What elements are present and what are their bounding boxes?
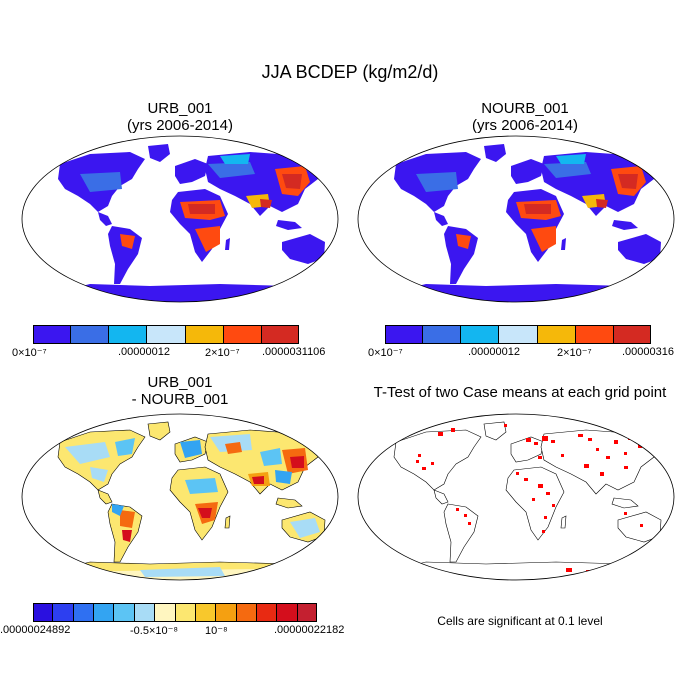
urb-cbar-swatch-3 [147,325,186,344]
diff-cbar-swatch-9 [216,603,237,622]
diff-cbar-swatch-3 [94,603,115,622]
urb-cbar-label-1: .00000012 [118,346,170,358]
diff-cbar-swatch-12 [277,603,298,622]
nourb-cbar-label-3: .00000316 [622,346,674,358]
nourb-map [357,135,675,303]
urb-cbar-label-3: .0000031106 [262,346,326,358]
diff-cbar-swatch-6 [155,603,176,622]
nourb-cbar-label-0: 0×10⁻⁷ [368,347,403,359]
diff-title-line2: - NOURB_001 [131,391,229,408]
nourb-panel-title: NOURB_001 (yrs 2006-2014) [395,100,655,134]
urb-title-line1: URB_001 [147,100,213,117]
urb-cbar-swatch-4 [185,325,224,344]
diff-cbar-swatch-1 [53,603,74,622]
nourb-cbar-swatch-5 [575,325,614,344]
nourb-hotspots [416,154,646,252]
diff-cbar-label-1: -0.5×10⁻⁸ [130,625,179,637]
diff-cbar-swatch-11 [256,603,278,622]
nourb-colorbar [385,325,651,344]
urb-cbar-swatch-0 [33,325,72,344]
nourb-cbar-swatch-3 [499,325,538,344]
ttest-panel-title: T-Test of two Case means at each grid po… [373,384,667,401]
diff-cbar-label-2: 10⁻⁸ [205,625,228,637]
nourb-cbar-swatch-2 [461,325,500,344]
diff-map [21,413,339,581]
urb-cbar-swatch-5 [223,325,262,344]
nourb-cbar-swatch-1 [423,325,462,344]
ttest-note: Cells are significant at 0.1 level [437,614,603,628]
main-title: JJA BCDEP (kg/m2/d) [261,62,439,82]
diff-cbar-swatch-0 [33,603,54,622]
diff-cbar-label-0: .00000024892 [0,624,71,636]
diff-colorbar-frame [33,603,317,622]
diff-title-line1: URB_001 [147,374,213,391]
urb-cbar-label-0: 0×10⁻⁷ [12,347,47,359]
urb-cbar-swatch-1 [71,325,110,344]
diff-colorbar [33,603,318,622]
urb-colorbar [33,325,299,344]
diff-cbar-swatch-10 [236,603,257,622]
nourb-title-line2: (yrs 2006-2014) [472,117,578,134]
urb-title-line2: (yrs 2006-2014) [127,117,233,134]
diff-cbar-label-3: .00000022182 [274,624,345,636]
urb-hotspots [80,154,310,252]
nourb-cbar-swatch-4 [537,325,576,344]
diff-cbar-swatch-13 [297,603,318,622]
urb-panel-title: URB_001 (yrs 2006-2014) [50,100,310,134]
diff-cbar-swatch-4 [114,603,135,622]
diff-cbar-swatch-8 [195,603,217,622]
urb-cbar-swatch-6 [261,325,299,344]
diff-cbar-swatch-5 [134,603,156,622]
urb-colorbar-frame [33,325,299,344]
urb-map [21,135,339,303]
nourb-colorbar-frame [385,325,651,344]
nourb-title-line1: NOURB_001 [481,100,569,117]
nourb-cbar-swatch-0 [385,325,424,344]
diff-panel-title: URB_001 - NOURB_001 [50,374,310,408]
ttest-map [357,413,675,581]
nourb-cbar-label-2: 2×10⁻⁷ [557,347,592,359]
urb-cbar-swatch-2 [109,325,148,344]
diff-cbar-swatch-2 [73,603,95,622]
nourb-cbar-swatch-6 [613,325,651,344]
nourb-cbar-label-1: .00000012 [468,346,520,358]
diff-cbar-swatch-7 [175,603,196,622]
urb-cbar-label-2: 2×10⁻⁷ [205,347,240,359]
